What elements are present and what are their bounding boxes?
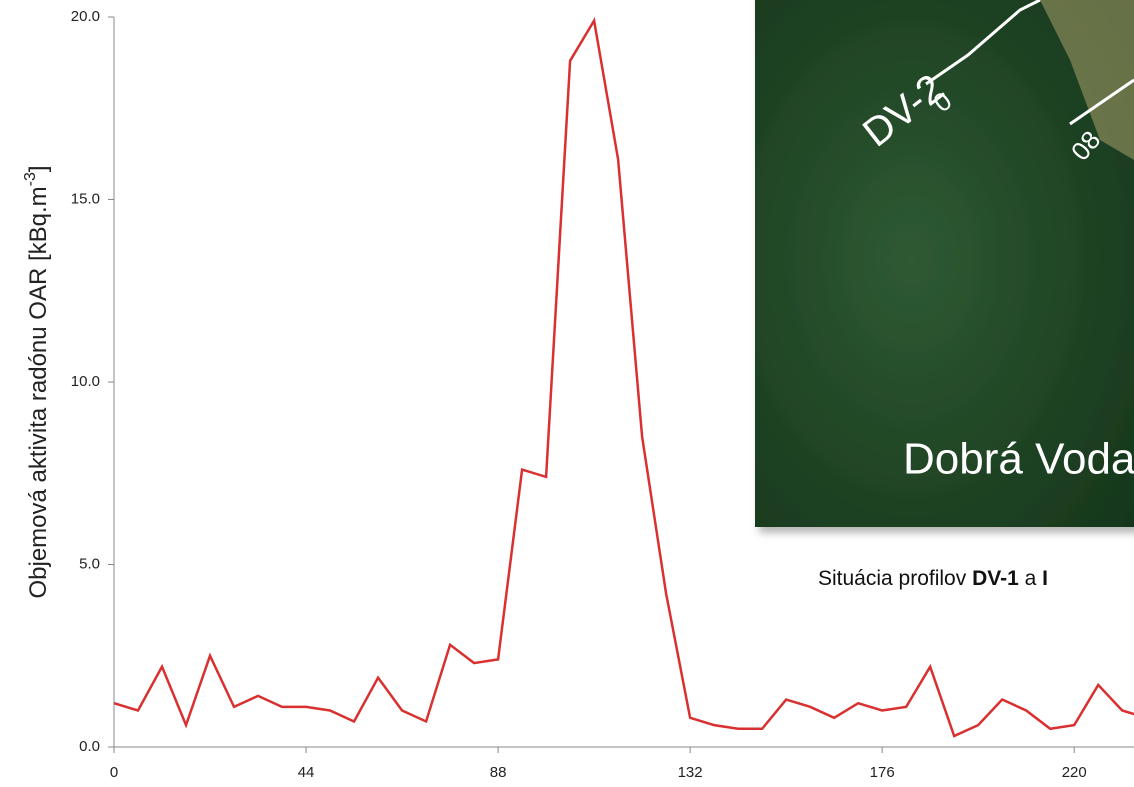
data-line (114, 17, 1134, 738)
y-label-suffix: ] (25, 165, 52, 172)
y-tick-label: 15.0 (71, 190, 100, 207)
y-label-superscript: -3 (22, 172, 39, 186)
map-inset: DV-2 0 08 Dobrá Voda Situácia profilov D… (755, 0, 1134, 590)
x-tick-label: 220 (1062, 764, 1087, 781)
y-tick-label: 20.0 (71, 8, 100, 25)
x-tick-label: 88 (490, 764, 507, 781)
y-tick-label: 0.0 (79, 738, 100, 755)
caption-text: a (1019, 567, 1042, 590)
y-axis-title: Objemová aktivita radónu OAR [kBq.m-3] (22, 165, 52, 598)
y-label-text: Objemová aktivita radónu OAR [kBq.m (25, 186, 52, 598)
x-tick-label: 132 (678, 764, 703, 781)
y-tick-label: 10.0 (71, 373, 100, 390)
y-tick-label: 5.0 (79, 555, 100, 572)
plot-area (114, 17, 1134, 738)
profile-line (1069, 78, 1134, 126)
map-field (1040, 0, 1134, 160)
x-tick-label: 44 (298, 764, 315, 781)
caption-text: Situácia profilov (818, 567, 972, 590)
caption-bold: DV-1 (972, 567, 1019, 590)
x-tick-label: 176 (870, 764, 895, 781)
map-image (755, 0, 1134, 527)
caption-bold: I (1042, 567, 1048, 590)
profile-line (925, 0, 1041, 86)
place-label: Dobrá Voda (903, 435, 1134, 484)
map-caption: Situácia profilov DV-1 a I (818, 567, 1048, 590)
x-tick-label: 0 (110, 764, 118, 781)
